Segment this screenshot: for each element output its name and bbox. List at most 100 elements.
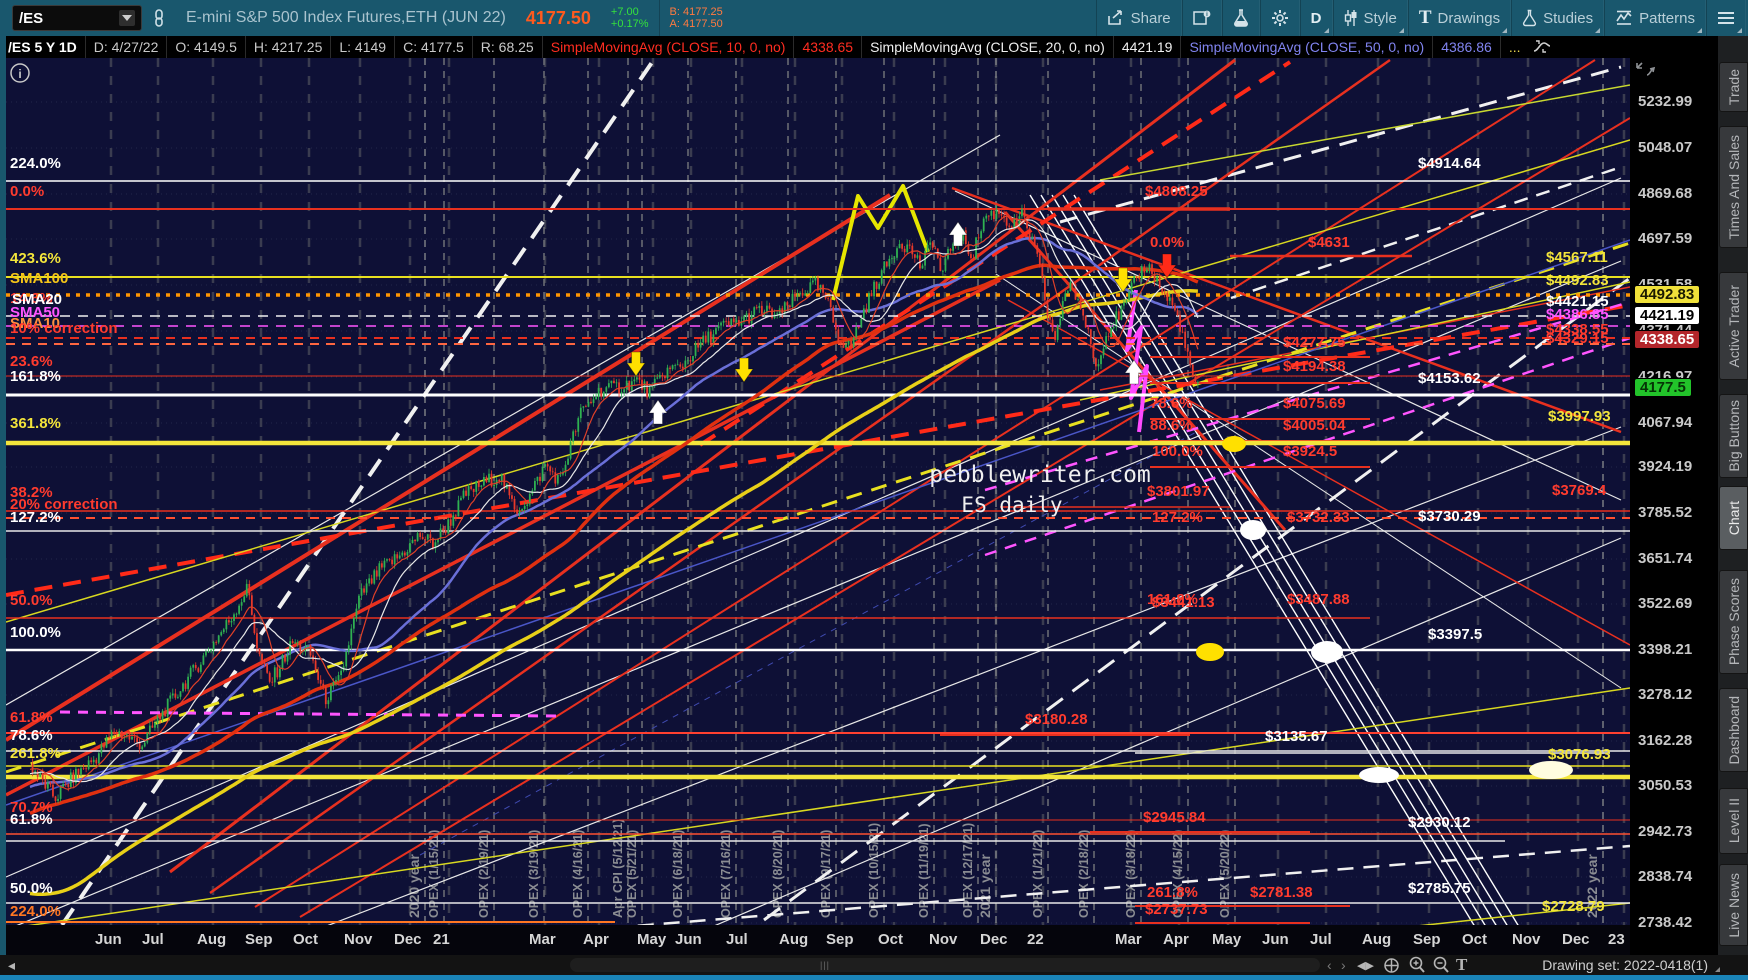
- step-back-icon[interactable]: ‹: [1327, 957, 1332, 973]
- studies-flask-icon: [1522, 9, 1537, 27]
- study-name[interactable]: SimpleMovingAvg (CLOSE, 10, 0, no): [543, 36, 795, 58]
- sidebar-tab-big-buttons[interactable]: Big Buttons: [1719, 394, 1748, 478]
- svg-text:2022 year: 2022 year: [1584, 854, 1600, 918]
- price-tick: 5048.07: [1638, 139, 1693, 156]
- step-forward-icon[interactable]: ›: [1341, 957, 1346, 973]
- svg-text:10% correction: 10% correction: [10, 320, 118, 337]
- study-value: 4386.86: [1433, 36, 1501, 58]
- timeframe-button[interactable]: D: [1299, 0, 1333, 36]
- svg-text:SMA50: SMA50: [10, 304, 60, 321]
- time-scrollbar[interactable]: |||: [570, 958, 1320, 972]
- svg-text:$3769.4: $3769.4: [1552, 482, 1607, 499]
- menu-button[interactable]: [1706, 0, 1746, 36]
- month-label: Dec: [980, 931, 1008, 948]
- svg-text:2020 year: 2020 year: [406, 854, 422, 918]
- svg-text:Apr CPI (5/12/21): Apr CPI (5/12/21): [611, 819, 625, 918]
- price-tick: 4067.94: [1638, 414, 1693, 431]
- chart-canvas[interactable]: 2020 year OPEX (1/15/21) OPEX (2/19/21) OPE…: [0, 58, 1630, 925]
- price-tick: 2838.74: [1638, 868, 1693, 885]
- svg-text:$2737.73: $2737.73: [1145, 901, 1208, 918]
- study-name[interactable]: SimpleMovingAvg (CLOSE, 50, 0, no): [1181, 36, 1434, 58]
- instrument-description: E-mini S&P 500 Index Futures,ETH (JUN 22…: [186, 9, 506, 26]
- month-label: 21: [433, 931, 450, 948]
- month-label: Nov: [929, 931, 958, 948]
- change-block: +7.00 +0.17%: [611, 6, 649, 30]
- svg-text:$4386.85: $4386.85: [1546, 306, 1609, 323]
- note-icon: i: [1192, 10, 1211, 26]
- sidebar-tab-label: Dashboard: [1725, 695, 1742, 765]
- more-studies-ellipsis[interactable]: ...: [1508, 39, 1521, 55]
- analysis-flask-button[interactable]: [1221, 0, 1260, 36]
- sidebar-tab-trade[interactable]: Trade: [1719, 62, 1748, 112]
- svg-text:$3135.67: $3135.67: [1265, 728, 1328, 745]
- svg-text:224.0%: 224.0%: [10, 155, 61, 172]
- svg-text:78.6%: 78.6%: [10, 727, 53, 744]
- price-annotations: 224.0% 0.0% 423.6% SMA100 14.6%SMA20SMA50SMA…: [10, 155, 1611, 920]
- fit-width-icon[interactable]: ◀▶: [1357, 959, 1374, 972]
- svg-text:2021 year: 2021 year: [977, 854, 993, 918]
- zoom-out-icon[interactable]: [1432, 956, 1450, 974]
- axis-collapse-icon[interactable]: [1634, 60, 1656, 82]
- event-lines: 2020 year OPEX (1/15/21) OPEX (2/19/21) OPE…: [406, 58, 1604, 925]
- svg-text:23.6%: 23.6%: [10, 353, 53, 370]
- month-label: Sep: [826, 931, 854, 948]
- info-icon[interactable]: i: [10, 63, 30, 83]
- sidebar-tab-chart[interactable]: Chart: [1719, 486, 1748, 550]
- scrollbar-grip[interactable]: |||: [820, 960, 831, 970]
- svg-text:$4194.38: $4194.38: [1283, 358, 1346, 375]
- price-tick: 5232.99: [1638, 93, 1693, 110]
- symbol-dropdown[interactable]: /ES: [12, 5, 142, 31]
- change-percent: +0.17%: [610, 18, 649, 30]
- sidebar-tab-live-news[interactable]: Live News: [1719, 864, 1748, 946]
- month-label: May: [637, 931, 667, 948]
- drawing-set-selector[interactable]: Drawing set: 2022-0418(1): [1542, 957, 1708, 973]
- svg-text:70.7%: 70.7%: [10, 799, 53, 816]
- price-tick: 3162.28: [1638, 732, 1693, 749]
- link-icon[interactable]: [142, 0, 176, 36]
- sidebar-tab-times-and-sales[interactable]: Times And Sales: [1719, 126, 1748, 248]
- sidebar-tab-phase-scores[interactable]: Phase Scores: [1719, 570, 1748, 674]
- quick-note-button[interactable]: i: [1181, 0, 1222, 36]
- share-button[interactable]: Share: [1095, 0, 1182, 36]
- svg-text:$2785.75: $2785.75: [1408, 880, 1471, 897]
- svg-text:OPEX (8/20/21): OPEX (8/20/21): [771, 830, 785, 918]
- sidebar-tab-dashboard[interactable]: Dashboard: [1719, 688, 1748, 772]
- sidebar-tab-level-ii[interactable]: Level II: [1719, 788, 1748, 854]
- x-axis[interactable]: Jun Jul Aug Sep Oct Nov Dec 21 Mar Apr May Jun Jul Au…: [0, 925, 1630, 955]
- price-tick: 3050.53: [1638, 777, 1693, 794]
- sidebar-tab-active-trader[interactable]: Active Trader: [1719, 272, 1748, 380]
- svg-text:$3487.88: $3487.88: [1287, 591, 1350, 608]
- month-label: Jul: [726, 931, 748, 948]
- svg-text:$2728.79: $2728.79: [1542, 898, 1605, 915]
- patterns-icon: [1615, 10, 1633, 26]
- study-name[interactable]: SimpleMovingAvg (CLOSE, 20, 0, no): [862, 36, 1114, 58]
- chevron-down-icon[interactable]: [119, 10, 135, 26]
- text-note-icon[interactable]: T: [1456, 955, 1468, 974]
- svg-text:OPEX (3/19/21): OPEX (3/19/21): [527, 830, 541, 918]
- bid-ask-block: B: 4177.25 A: 4177.50: [670, 6, 723, 30]
- month-label: Aug: [197, 931, 227, 948]
- month-label: Jun: [675, 931, 702, 948]
- settings-button[interactable]: [1259, 0, 1300, 36]
- pan-tool-icon[interactable]: [1383, 956, 1400, 974]
- y-axis[interactable]: 5232.995048.074869.684697.594531.584371.…: [1630, 58, 1718, 955]
- month-label: Apr: [1163, 931, 1189, 948]
- hide-studies-icon[interactable]: [1528, 36, 1556, 58]
- drawing-set-corner: [1715, 967, 1720, 972]
- zoom-in-icon[interactable]: [1408, 956, 1426, 974]
- style-button[interactable]: Style: [1332, 0, 1408, 36]
- scroll-left-edge-icon[interactable]: ◂: [8, 956, 16, 973]
- chart-title[interactable]: /ES 5 Y 1D: [0, 36, 86, 58]
- svg-text:$3397.5: $3397.5: [1428, 626, 1482, 643]
- studies-button[interactable]: Studies: [1511, 0, 1605, 36]
- sidebar-tab-label: Level II: [1725, 798, 1742, 844]
- drawings-button[interactable]: T Drawings: [1407, 0, 1512, 36]
- patterns-button[interactable]: Patterns: [1604, 0, 1706, 36]
- month-label: Dec: [1562, 931, 1590, 948]
- svg-text:OPEX (10/15/21): OPEX (10/15/21): [867, 823, 881, 918]
- svg-text:OPEX (2/18/22): OPEX (2/18/22): [1077, 830, 1091, 918]
- chart-style-icon: [1344, 9, 1358, 27]
- svg-text:OPEX (2/19/21): OPEX (2/19/21): [477, 830, 491, 918]
- svg-text:$3924.5: $3924.5: [1283, 443, 1337, 460]
- bottom-bar: ◂ ||| ‹ › ◀▶ T Drawing set: 2022-0418(1): [0, 955, 1748, 980]
